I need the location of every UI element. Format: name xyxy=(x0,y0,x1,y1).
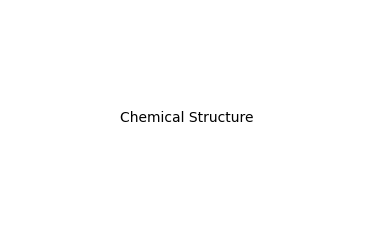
Text: Chemical Structure: Chemical Structure xyxy=(120,111,254,125)
